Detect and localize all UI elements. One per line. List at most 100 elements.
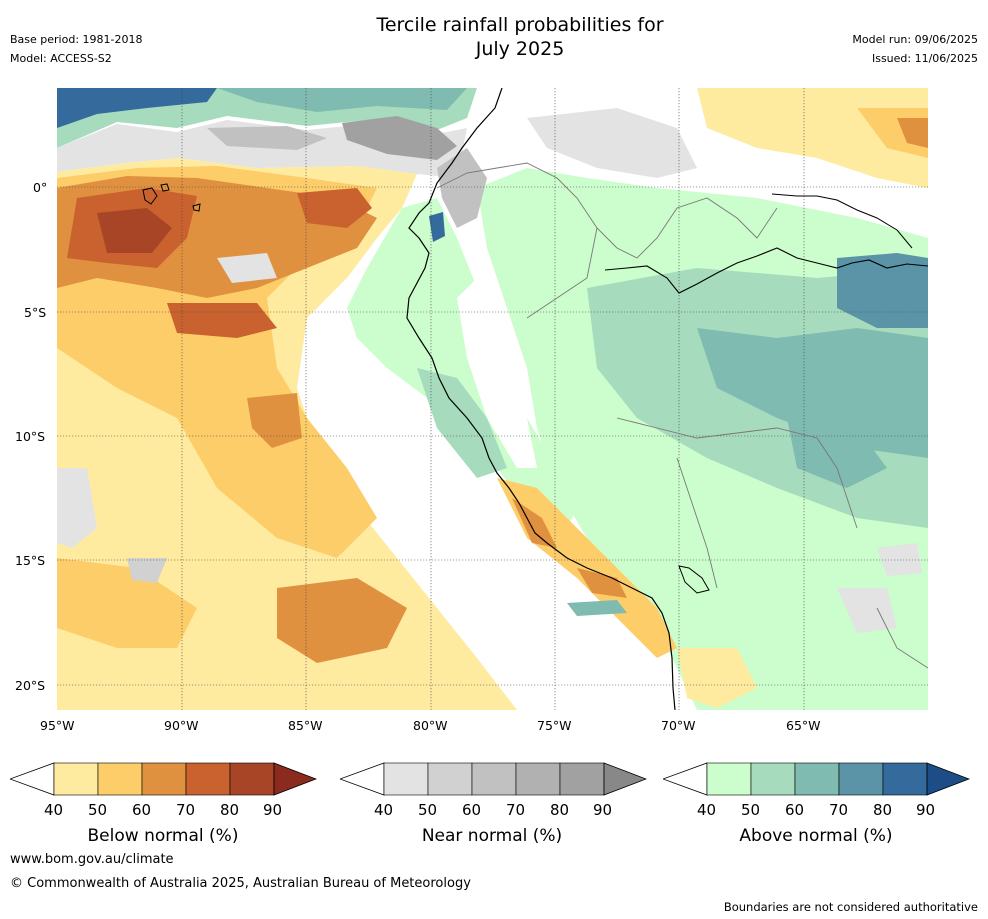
footer-copyright: © Commonwealth of Australia 2025, Austra… — [10, 876, 471, 891]
lon-label-80w: 80°W — [413, 718, 448, 733]
colorbar-swatch — [471, 762, 517, 796]
lon-label-95w: 95°W — [40, 718, 75, 733]
tick: 60 — [462, 801, 482, 819]
colorbar-swatch — [185, 762, 231, 796]
colorbar-swatch — [603, 762, 647, 796]
colorbar-swatch — [882, 762, 928, 796]
andes-below-70-patch — [577, 568, 627, 598]
country-borders — [436, 162, 928, 669]
north-near-normal-core — [342, 116, 457, 160]
tick: 90 — [263, 801, 283, 819]
pacific-below-70-east — [297, 188, 372, 228]
tick: 50 — [88, 801, 108, 819]
tick: 80 — [550, 801, 570, 819]
tick: 40 — [697, 801, 717, 819]
tick: 40 — [374, 801, 394, 819]
north-near-normal-mid — [207, 126, 327, 150]
north-moderate-above — [217, 88, 467, 112]
tick: 50 — [418, 801, 438, 819]
andes-white-belt — [457, 278, 537, 468]
colorbar-swatch — [515, 762, 561, 796]
galapagos-island — [142, 187, 158, 205]
coastal-above-50-strip — [417, 368, 507, 478]
base-period-label: Base period: 1981-2018 — [10, 33, 143, 46]
rio-negro — [771, 193, 913, 249]
tick: 90 — [916, 801, 936, 819]
colorbar-title-above: Above normal (%) — [739, 826, 893, 846]
colorbar-title-near: Near normal (%) — [421, 826, 563, 846]
south-near-normal-patch — [877, 543, 922, 576]
colorbar-swatch — [10, 762, 55, 796]
tick: 50 — [741, 801, 761, 819]
lat-label-20s: 20°S — [15, 678, 46, 693]
graticule — [57, 88, 928, 710]
colorbar-swatch — [53, 762, 99, 796]
colorbar-near-normal — [340, 762, 647, 796]
tick: 80 — [873, 801, 893, 819]
colombia-near-normal — [437, 148, 487, 228]
lake-titicaca — [678, 565, 710, 594]
colorbar-swatch — [427, 762, 473, 796]
lon-label-65w: 65°W — [786, 718, 821, 733]
south-pacific-below-60 — [57, 558, 197, 648]
galapagos-island — [192, 203, 201, 212]
colorbar-swatch — [340, 762, 385, 796]
lon-label-75w: 75°W — [537, 718, 572, 733]
mid-pacific-below-70 — [247, 393, 302, 448]
amazon-river — [604, 247, 928, 294]
map-title-line1: Tercile rainfall probabilities for — [376, 14, 664, 36]
colorbar-swatch — [838, 762, 884, 796]
issued-label: Issued: 11/06/2025 — [871, 52, 978, 65]
colorbar-swatch — [926, 762, 970, 796]
footer-url: www.bom.gov.au/climate — [10, 852, 174, 867]
colorbar-swatch — [750, 762, 796, 796]
land-above-70-region — [697, 328, 928, 458]
colorbar-swatch — [141, 762, 187, 796]
model-label: Model: ACCESS-S2 — [10, 52, 112, 65]
ocean-near-normal-patch — [217, 253, 277, 283]
footer-disclaimer: Boundaries are not considered authoritat… — [723, 900, 978, 914]
tick: 40 — [44, 801, 64, 819]
lon-label-70w: 70°W — [661, 718, 696, 733]
tick: 60 — [785, 801, 805, 819]
colorbar-swatch — [706, 762, 752, 796]
northeast-below-70-patch — [897, 118, 928, 148]
south-below-normal-patch — [677, 648, 757, 708]
tick: 90 — [593, 801, 613, 819]
colorbar-swatch — [383, 762, 429, 796]
colorbar-title-below: Below normal (%) — [87, 826, 239, 846]
tick: 70 — [829, 801, 849, 819]
colorbar-swatch — [273, 762, 317, 796]
colorbar-swatch — [794, 762, 840, 796]
colorbar-swatch — [229, 762, 275, 796]
lat-label-5s: 5°S — [24, 305, 47, 320]
land-above-70-patch — [787, 418, 887, 488]
land-above-80-region — [837, 253, 928, 328]
lat-label-10s: 10°S — [15, 429, 46, 444]
lon-label-85w: 85°W — [288, 718, 323, 733]
colorbar-swatch — [663, 762, 708, 796]
coastline — [406, 88, 676, 710]
lat-label-0: 0° — [33, 180, 48, 195]
lon-label-90w: 90°W — [164, 718, 199, 733]
colombia-above-70 — [429, 212, 445, 242]
south-pacific-below-70 — [277, 578, 407, 663]
ocean-near-normal-patch — [57, 468, 97, 548]
colorbar-above-normal — [663, 762, 970, 796]
south-coastal-above-60 — [567, 600, 627, 616]
north-strong-above-band — [57, 88, 217, 128]
lat-label-15s: 15°S — [15, 553, 46, 568]
tick: 80 — [220, 801, 240, 819]
colorbar-below-normal — [10, 762, 317, 796]
south-near-normal-patch — [837, 588, 897, 633]
tick: 60 — [132, 801, 152, 819]
tick: 70 — [506, 801, 526, 819]
model-run-label: Model run: 09/06/2025 — [852, 33, 978, 46]
colorbar-swatch — [97, 762, 143, 796]
tick: 70 — [176, 801, 196, 819]
colorbar-swatch — [559, 762, 605, 796]
pacific-below-90 — [97, 208, 172, 253]
ocean-near-normal-patch — [127, 558, 167, 583]
north-land-near-normal — [527, 108, 697, 178]
map-title-line2: July 2025 — [475, 38, 565, 60]
